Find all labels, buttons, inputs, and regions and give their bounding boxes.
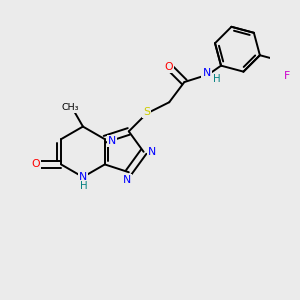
Text: CH₃: CH₃ <box>61 103 79 112</box>
Text: F: F <box>284 71 290 81</box>
Text: F: F <box>299 48 300 58</box>
Text: O: O <box>32 159 40 170</box>
Text: S: S <box>143 107 150 117</box>
Text: O: O <box>164 62 173 72</box>
Text: N: N <box>108 136 116 146</box>
Text: H: H <box>80 181 88 191</box>
Text: N: N <box>148 147 156 157</box>
Text: N: N <box>79 172 87 182</box>
Text: N: N <box>202 68 211 78</box>
Text: F: F <box>298 57 300 67</box>
Text: N: N <box>123 175 131 185</box>
Text: H: H <box>213 74 220 84</box>
